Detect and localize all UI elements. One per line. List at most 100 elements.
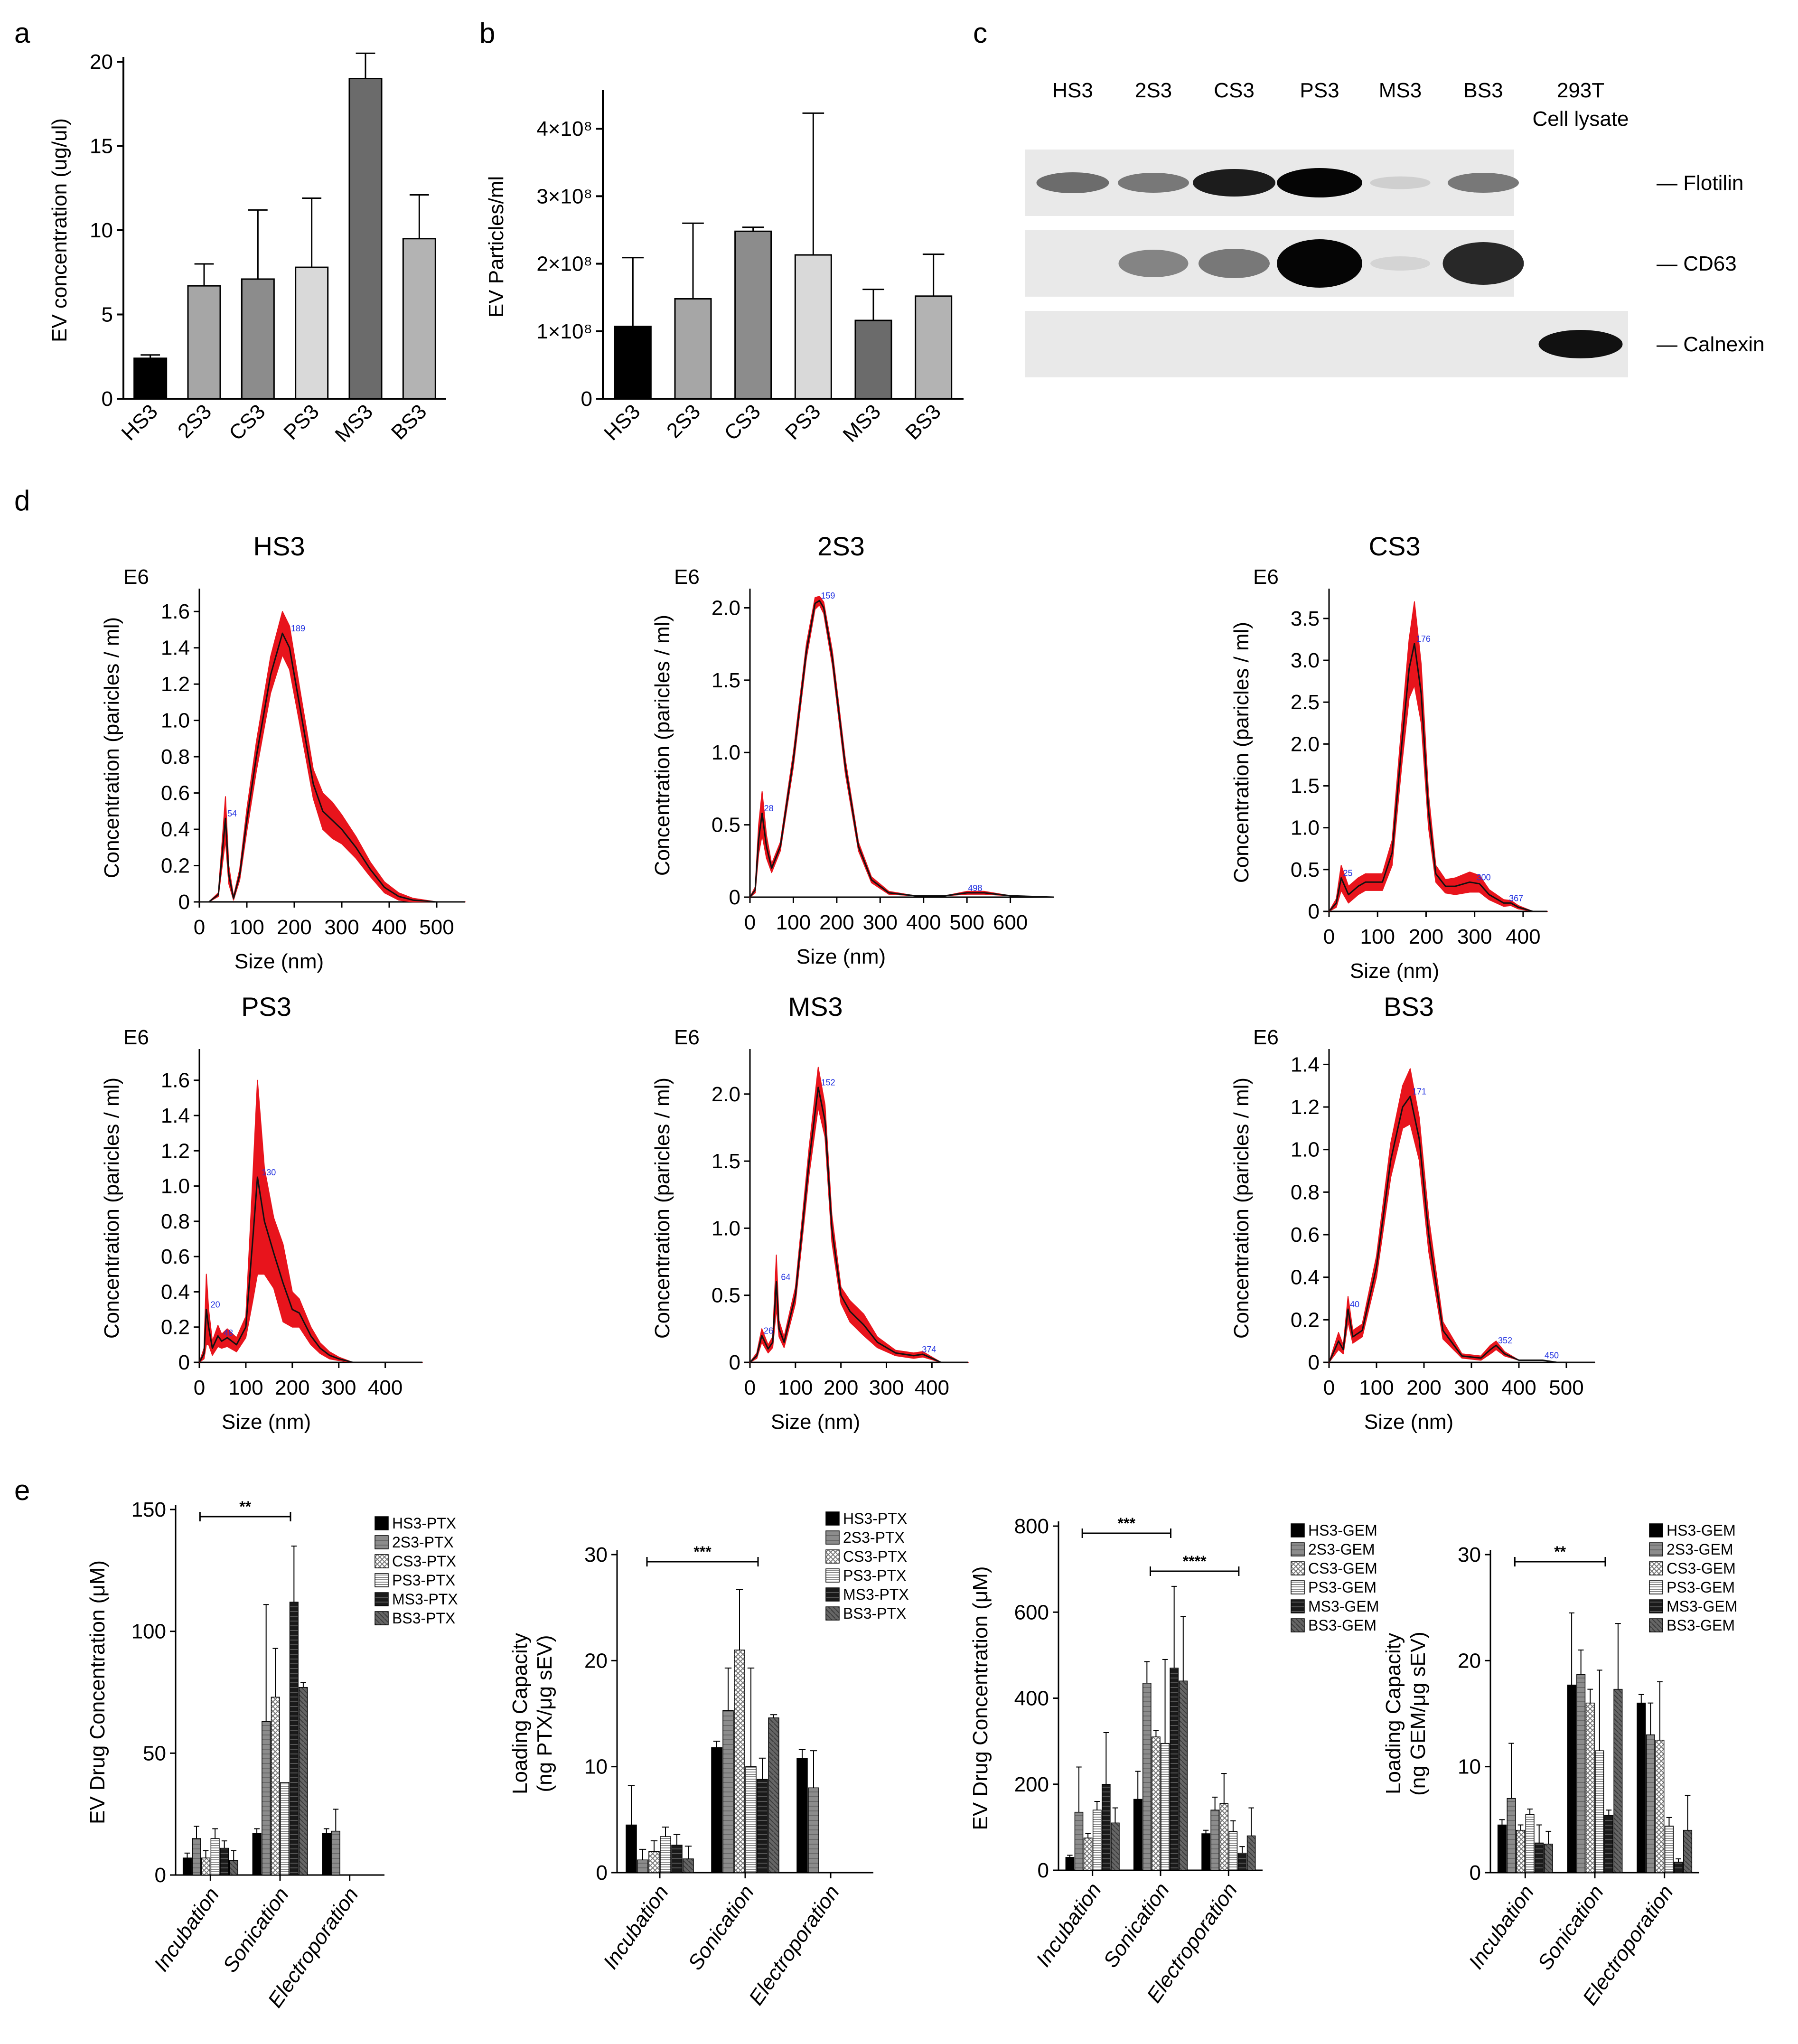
y-tick-label: 1.5 (712, 669, 740, 692)
legend-swatch (1649, 1599, 1663, 1613)
nta-plot-2S3: 2S3 E6 0 0.5 1.0 1.5 2.0 0 100 200 300 400 500 600 28 1… (651, 531, 1054, 968)
y-tick-label: 0.4 (161, 1280, 190, 1303)
bar (1646, 1734, 1655, 1873)
x-tick-label: Incubation (599, 1881, 674, 1973)
blot-band (1370, 176, 1431, 189)
x-tick-label: 200 (277, 916, 311, 939)
bar (1201, 1833, 1210, 1871)
y-axis-label: Loading Capacity (1382, 1633, 1405, 1794)
bar (734, 230, 772, 400)
bar (1683, 1829, 1693, 1873)
x-tick-label: 100 (229, 916, 264, 939)
plot-title: 2S3 (817, 531, 865, 561)
plot-title: MS3 (788, 992, 843, 1022)
x-tick-label: 0 (1323, 1376, 1335, 1399)
peak-label: 352 (1498, 1336, 1512, 1345)
legend-swatch (825, 1587, 840, 1602)
x-tick-label: Sonication (1099, 1879, 1174, 1972)
y-tick-label: 1.0 (1291, 816, 1320, 840)
marker-label: — Flotilin (1657, 171, 1743, 195)
y-tick-label: 0.2 (161, 854, 190, 878)
lane-sublabel: Cell lysate (1533, 107, 1629, 131)
bar (1544, 1843, 1553, 1873)
bar (768, 1717, 779, 1873)
series-line (1328, 643, 1547, 912)
legend-swatch (1291, 1618, 1305, 1632)
grouped-bar-chart-e1: 050100150IncubationSonicationElectropora… (86, 1498, 458, 2012)
bar (683, 1858, 694, 1873)
x-tick-label: CS3 (720, 400, 765, 445)
y-tick-label: 1.4 (161, 637, 190, 660)
blot-band (1036, 172, 1109, 193)
unit-label: E6 (674, 1026, 700, 1049)
bar (1613, 1688, 1623, 1873)
significance-label: ** (1554, 1543, 1566, 1560)
bar (210, 1838, 220, 1875)
legend-swatch (1291, 1580, 1305, 1594)
x-tick-label: Incubation (1464, 1881, 1539, 1973)
legend-swatch (1291, 1561, 1305, 1575)
peak-label: 189 (291, 624, 305, 633)
y-tick-label: 0.6 (1291, 1223, 1320, 1247)
blot-membrane (1025, 311, 1628, 377)
bar (331, 1830, 340, 1875)
x-tick-label: 400 (906, 911, 941, 934)
legend-label: HS3-PTX (392, 1515, 456, 1532)
bar (201, 1857, 211, 1875)
y-tick-label: 600 (1014, 1601, 1049, 1624)
bar (133, 357, 168, 400)
y-tick-label: 0 (729, 1351, 740, 1374)
x-tick-label: 100 (1359, 1376, 1394, 1399)
legend-swatch (1291, 1542, 1305, 1556)
legend-label: HS3-PTX (843, 1510, 907, 1527)
peak-label: 20 (211, 1300, 220, 1310)
bar (241, 278, 275, 400)
panel-label-b: b (479, 17, 495, 49)
legend-label: MS3-GEM (1667, 1598, 1737, 1615)
y-tick-label: 0.2 (161, 1316, 190, 1339)
x-axis-label: Size (nm) (234, 950, 324, 973)
y-tick-label: 2.0 (712, 1083, 740, 1106)
y-tick-label: 100 (131, 1620, 166, 1643)
legend-swatch (375, 1611, 389, 1625)
y-tick-label: 0 (178, 1351, 190, 1374)
x-tick-label: 0 (744, 911, 756, 934)
peak-label: 176 (1416, 634, 1431, 644)
x-tick-label: 300 (321, 1376, 356, 1399)
bar (1179, 1680, 1188, 1871)
x-tick-label: PS3 (781, 400, 825, 444)
bar (854, 319, 892, 400)
legend-label: CS3-GEM (1308, 1560, 1377, 1577)
y-tick-label: 1.0 (161, 1175, 190, 1198)
plot-title: BS3 (1384, 992, 1434, 1022)
bar (745, 1766, 757, 1873)
y-tick-label: 0 (596, 1861, 608, 1885)
peak-label: 367 (1509, 893, 1523, 903)
legend-swatch (375, 1592, 389, 1606)
lane-label: CS3 (1214, 79, 1255, 102)
x-tick-label: 2S3 (662, 400, 705, 442)
y-tick-label: 4×10⁸ (536, 117, 592, 141)
bar (626, 1824, 637, 1873)
error-band (749, 1067, 969, 1363)
peak-label: 25 (1343, 868, 1353, 878)
peak-label: 130 (262, 1168, 276, 1177)
x-axis-label: Size (nm) (222, 1410, 311, 1434)
blot-band (1193, 169, 1275, 197)
x-tick-label: 0 (194, 916, 205, 939)
y-tick-label: 0.4 (1291, 1266, 1320, 1289)
chart-a: 0 5 10 15 20 HS3 2S3 CS3 PS3 MS3 BS3 EV concentrati… (48, 50, 446, 447)
legend-label: CS3-PTX (843, 1548, 907, 1565)
lane-label: PS3 (1300, 79, 1339, 102)
y-tick-label: 0.5 (712, 1284, 740, 1307)
peak-label: 374 (922, 1345, 936, 1354)
y-axis-label: Concentration (paricles / ml) (651, 615, 674, 876)
y-tick-label: 1.2 (161, 673, 190, 696)
significance-label: ** (239, 1498, 251, 1515)
bar (637, 1859, 648, 1873)
x-tick-label: 0 (194, 1376, 205, 1399)
y-tick-label: 0 (155, 1864, 166, 1887)
x-tick-label: Sonication (1533, 1881, 1608, 1974)
plot-title: PS3 (241, 992, 291, 1022)
y-axis-label: EV Drug Concentration (μM) (86, 1560, 109, 1824)
